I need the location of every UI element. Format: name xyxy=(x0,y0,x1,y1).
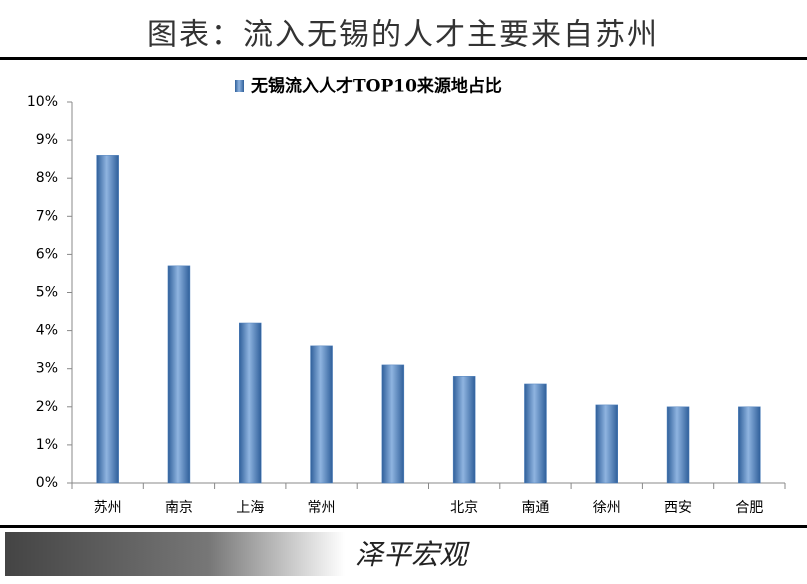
bar xyxy=(310,345,333,484)
bar xyxy=(738,406,761,484)
bar xyxy=(239,322,262,484)
bar xyxy=(452,376,476,484)
x-tick-label: 南通 xyxy=(521,500,549,516)
top-rule xyxy=(0,57,807,60)
y-tick-label: 8% xyxy=(36,170,58,186)
legend-label: 无锡流入人才TOP10来源地占比 xyxy=(250,76,502,97)
bar xyxy=(666,406,690,484)
y-tick-label: 3% xyxy=(36,361,58,377)
y-tick-label: 10% xyxy=(27,94,58,110)
y-tick-label: 0% xyxy=(36,475,58,491)
y-tick-label: 7% xyxy=(36,208,58,224)
legend-marker xyxy=(235,80,244,92)
bottom-rule xyxy=(0,525,807,528)
x-tick-label: 合肥 xyxy=(735,500,763,516)
y-tick-label: 1% xyxy=(36,437,58,453)
x-tick-label: 常州 xyxy=(308,500,336,516)
y-tick-label: 9% xyxy=(36,132,58,148)
y-tick-label: 4% xyxy=(36,323,58,339)
bar xyxy=(595,404,618,484)
bar xyxy=(524,383,547,484)
x-tick-label: 北京 xyxy=(450,500,478,516)
y-tick-label: 5% xyxy=(36,285,58,301)
x-tick-label: 徐州 xyxy=(593,500,621,516)
bar xyxy=(381,364,405,484)
x-tick-label: 西安 xyxy=(664,500,692,516)
x-tick-label: 苏州 xyxy=(94,500,122,516)
x-tick-label: 南京 xyxy=(165,500,193,516)
page-title: 图表：流入无锡的人才主要来自苏州 xyxy=(147,18,659,53)
x-tick-label: 上海 xyxy=(236,500,264,516)
source: 泽平宏观 xyxy=(355,538,470,571)
y-tick-label: 2% xyxy=(36,399,58,415)
bar xyxy=(167,265,191,484)
y-tick-label: 6% xyxy=(36,246,58,262)
bar xyxy=(96,155,119,484)
footer-blur xyxy=(5,532,345,576)
